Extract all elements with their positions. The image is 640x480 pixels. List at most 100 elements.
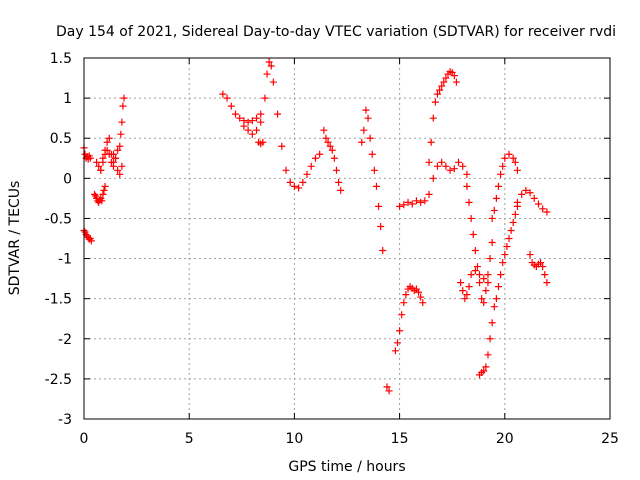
data-point xyxy=(450,72,458,80)
series-arc-i xyxy=(255,138,267,148)
data-point xyxy=(499,259,507,267)
data-point xyxy=(103,138,111,146)
data-point xyxy=(530,194,538,202)
y-tick-label: -2.5 xyxy=(45,372,72,388)
x-tick-label: 25 xyxy=(601,431,619,447)
data-point xyxy=(368,150,376,158)
data-point xyxy=(490,206,498,214)
data-point xyxy=(274,110,282,118)
data-point xyxy=(541,271,549,279)
data-point xyxy=(490,303,498,311)
data-point xyxy=(446,166,454,174)
tick-layer: 0 5 10 15 20 25 -3 -2.5 -2 -1.5 -1 -0.5 0 0.5 1 1.5 xyxy=(45,51,619,447)
y-tick-label: 1.5 xyxy=(50,51,72,67)
data-point xyxy=(513,166,521,174)
data-point xyxy=(507,226,515,234)
series-arc-m xyxy=(391,283,427,355)
data-point xyxy=(316,150,324,158)
data-point xyxy=(105,150,113,158)
series-arc-g xyxy=(219,58,324,192)
data-point xyxy=(324,138,332,146)
series-arc-l xyxy=(383,383,393,395)
data-point xyxy=(244,118,252,126)
data-point xyxy=(526,251,534,259)
data-point xyxy=(257,110,265,118)
data-point xyxy=(433,90,441,98)
data-point xyxy=(227,102,235,110)
data-point xyxy=(484,271,492,279)
x-axis-label: GPS time / hours xyxy=(288,459,405,475)
data-point xyxy=(101,182,109,190)
data-point xyxy=(473,263,481,271)
data-point xyxy=(372,182,380,190)
series-arc-s xyxy=(488,150,521,222)
y-tick-label: -1 xyxy=(58,252,72,268)
grid-layer xyxy=(84,58,610,419)
data-point xyxy=(488,214,496,222)
data-point xyxy=(98,197,106,205)
data-point xyxy=(109,162,117,170)
chart-title: Day 154 of 2021, Sidereal Day-to-day VTE… xyxy=(56,24,616,40)
data-point xyxy=(114,146,122,154)
data-point xyxy=(461,295,469,303)
data-point xyxy=(223,94,231,102)
y-axis-label: SDTVAR / TECUs xyxy=(7,181,23,296)
data-point xyxy=(450,165,458,173)
x-tick-label: 10 xyxy=(285,431,303,447)
series-arc-r xyxy=(476,202,521,379)
data-point xyxy=(442,162,450,170)
data-point xyxy=(286,178,294,186)
data-point xyxy=(219,90,227,98)
data-point xyxy=(231,110,239,118)
series-arc-h xyxy=(240,118,265,138)
data-point xyxy=(459,287,467,295)
data-point xyxy=(311,154,319,162)
x-tick-label: 20 xyxy=(496,431,514,447)
data-point xyxy=(471,267,479,275)
data-point xyxy=(119,102,127,110)
data-point xyxy=(320,126,328,134)
series-arc-q xyxy=(457,267,492,303)
data-point xyxy=(425,158,433,166)
data-point xyxy=(116,142,124,150)
data-point xyxy=(112,154,120,162)
data-point xyxy=(97,166,105,174)
data-point xyxy=(465,283,473,291)
data-point xyxy=(433,162,441,170)
data-point xyxy=(100,186,108,194)
data-point xyxy=(417,293,425,301)
plot-frame xyxy=(83,57,611,420)
data-point xyxy=(417,198,425,206)
data-point xyxy=(375,202,383,210)
data-point xyxy=(385,387,393,395)
data-point xyxy=(469,230,477,238)
data-point xyxy=(120,94,128,102)
y-tick-label: 0.5 xyxy=(50,131,72,147)
data-point xyxy=(425,190,433,198)
data-point xyxy=(476,279,484,287)
data-point xyxy=(99,158,107,166)
data-point xyxy=(492,194,500,202)
data-point xyxy=(396,327,404,335)
data-point xyxy=(261,94,269,102)
data-point xyxy=(396,202,404,210)
data-point xyxy=(117,130,125,138)
data-point xyxy=(543,208,551,216)
data-point xyxy=(412,197,420,205)
data-point xyxy=(543,279,551,287)
data-point xyxy=(484,279,492,287)
data-point xyxy=(248,117,256,125)
data-point xyxy=(377,222,385,230)
data-point xyxy=(482,363,490,371)
data-point xyxy=(463,291,471,299)
data-point xyxy=(511,158,519,166)
data-point xyxy=(290,182,298,190)
data-point xyxy=(501,154,509,162)
series-arc-e xyxy=(109,94,128,162)
data-point xyxy=(488,239,496,247)
data-point xyxy=(295,184,303,192)
data-point xyxy=(398,311,406,319)
data-point xyxy=(103,146,111,154)
data-point xyxy=(463,182,471,190)
y-tick-label: -2 xyxy=(58,332,72,348)
